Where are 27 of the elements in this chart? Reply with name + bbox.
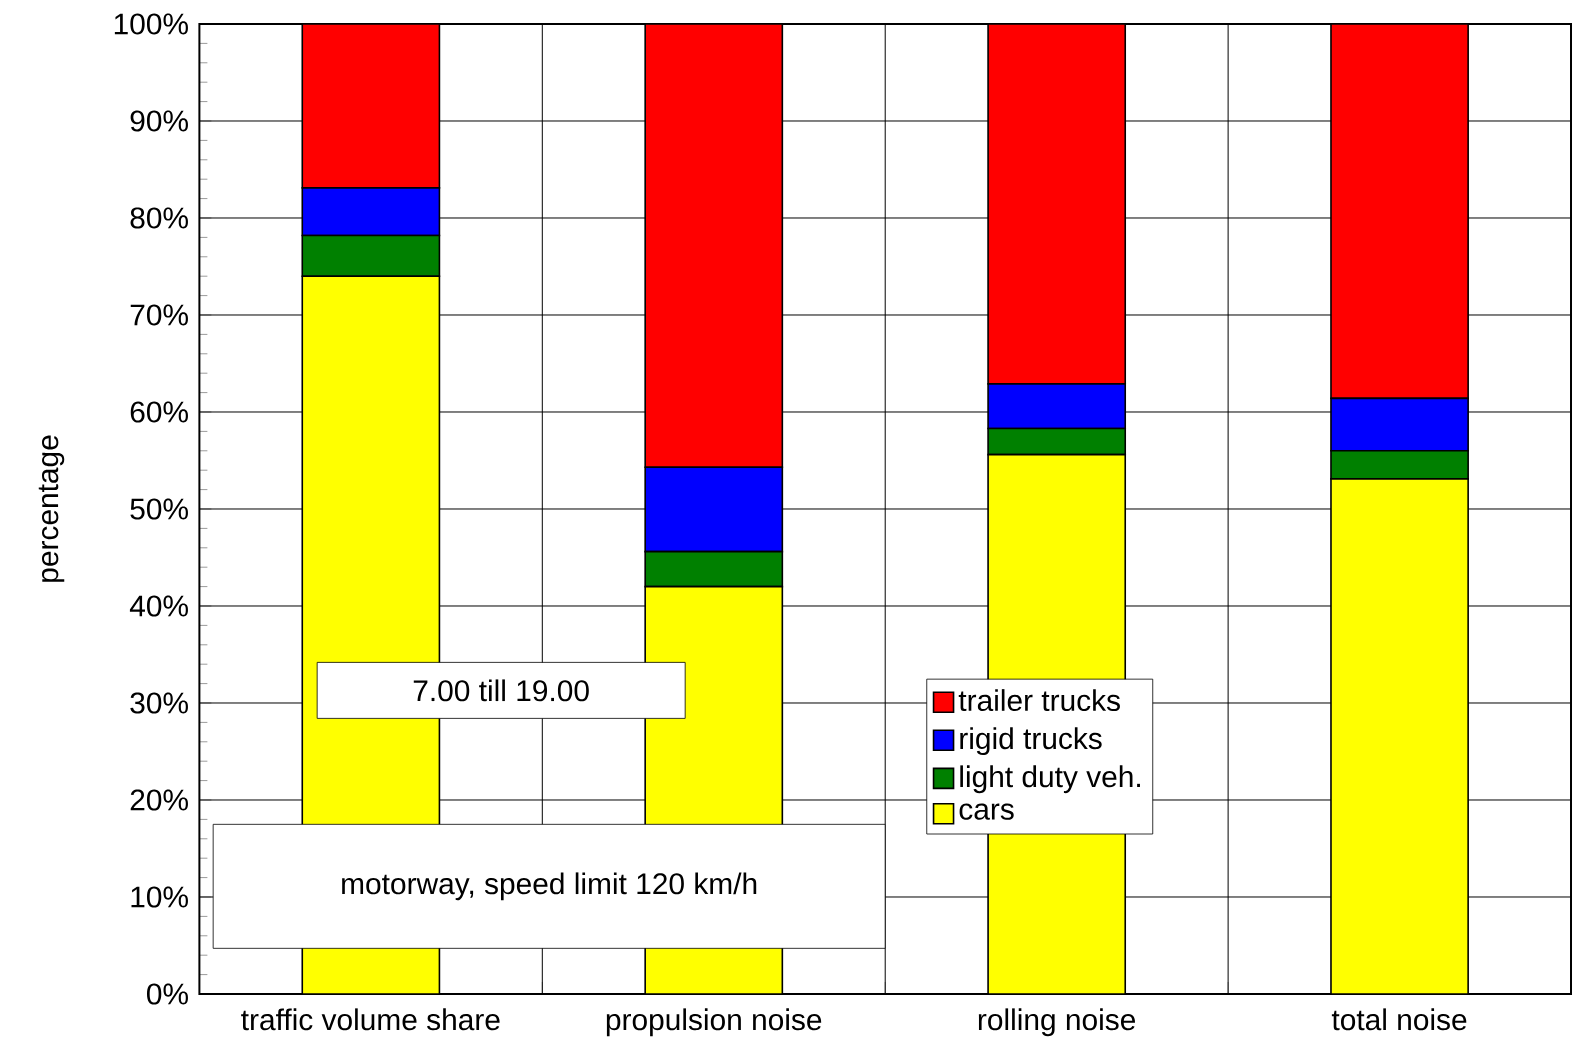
bar [987,23,1127,385]
y-tick-label: 0% [147,983,188,1005]
x-tick-label: propulsion noise [606,1008,822,1037]
y-tick-label: 60% [130,401,188,423]
legend-label: cars [959,803,1014,820]
y-tick-label: 70% [130,304,188,326]
y-tick-label: 40% [129,595,188,617]
y-tick-label: 20% [130,789,188,811]
annotation: motorway, speed limit 120 km/h [342,872,757,901]
y-tick-label: 50% [130,498,188,520]
y-tick-label: 30% [130,692,188,714]
bar [301,23,441,189]
x-tick-label: total noise [1331,1008,1467,1031]
y-tick-label: 100% [114,13,188,35]
x-tick-label: traffic volume share [241,1008,500,1031]
bar [1330,478,1469,994]
annotation: 7.00 till 19.00 [413,679,589,702]
y-tick-label: 90% [130,110,188,132]
y-tick-label: 10% [131,886,188,908]
y-tick-label: 80% [130,207,188,229]
legend-label: light duty veh. [960,765,1140,794]
legend-label: trailer trucks [958,689,1120,712]
x-tick-label: rolling noise [978,1008,1135,1037]
bar [1330,23,1469,400]
bar [644,23,784,469]
legend-label: rigid trucks [960,727,1102,756]
y-axis-title: percentage [38,435,65,582]
